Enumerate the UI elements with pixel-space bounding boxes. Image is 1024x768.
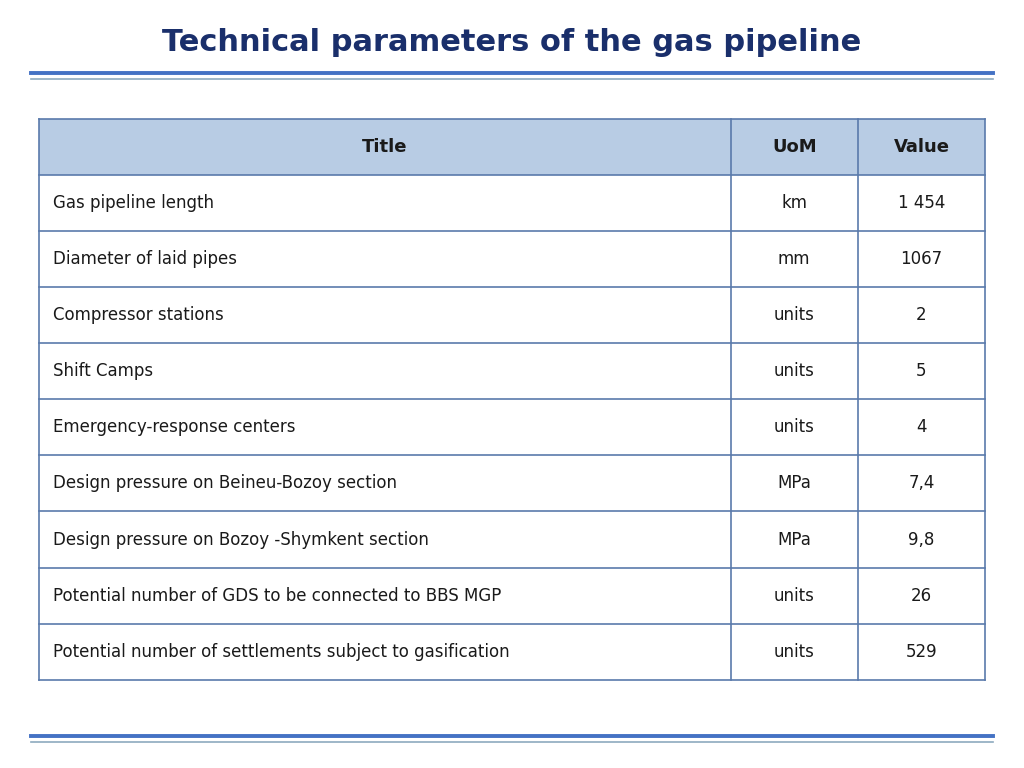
Bar bbox=[39, 455, 985, 511]
Bar bbox=[39, 119, 985, 175]
Text: UoM: UoM bbox=[772, 138, 816, 156]
Text: Gas pipeline length: Gas pipeline length bbox=[53, 194, 214, 212]
Text: units: units bbox=[774, 643, 815, 660]
Text: Technical parameters of the gas pipeline: Technical parameters of the gas pipeline bbox=[163, 28, 861, 57]
Text: Design pressure on Bozoy -Shymkent section: Design pressure on Bozoy -Shymkent secti… bbox=[53, 531, 429, 548]
Text: Emergency-response centers: Emergency-response centers bbox=[53, 419, 296, 436]
Text: Shift Camps: Shift Camps bbox=[53, 362, 154, 380]
Text: 9,8: 9,8 bbox=[908, 531, 935, 548]
Text: 5: 5 bbox=[916, 362, 927, 380]
Text: Potential number of settlements subject to gasification: Potential number of settlements subject … bbox=[53, 643, 510, 660]
Text: Title: Title bbox=[362, 138, 408, 156]
Text: units: units bbox=[774, 419, 815, 436]
Text: Potential number of GDS to be connected to BBS MGP: Potential number of GDS to be connected … bbox=[53, 587, 502, 604]
Bar bbox=[39, 231, 985, 287]
Text: MPa: MPa bbox=[777, 475, 811, 492]
Text: 7,4: 7,4 bbox=[908, 475, 935, 492]
Text: Design pressure on Beineu-Bozoy section: Design pressure on Beineu-Bozoy section bbox=[53, 475, 397, 492]
Bar bbox=[39, 175, 985, 231]
Text: mm: mm bbox=[778, 250, 810, 268]
Text: 4: 4 bbox=[916, 419, 927, 436]
Text: units: units bbox=[774, 362, 815, 380]
Text: Diameter of laid pipes: Diameter of laid pipes bbox=[53, 250, 238, 268]
Text: 1067: 1067 bbox=[900, 250, 942, 268]
Text: MPa: MPa bbox=[777, 531, 811, 548]
Bar bbox=[39, 399, 985, 455]
Text: units: units bbox=[774, 306, 815, 324]
Text: 2: 2 bbox=[916, 306, 927, 324]
Bar bbox=[39, 511, 985, 568]
Text: Compressor stations: Compressor stations bbox=[53, 306, 224, 324]
Text: 529: 529 bbox=[905, 643, 937, 660]
Text: km: km bbox=[781, 194, 807, 212]
Text: 26: 26 bbox=[911, 587, 932, 604]
Text: units: units bbox=[774, 587, 815, 604]
Bar bbox=[39, 287, 985, 343]
Bar bbox=[39, 343, 985, 399]
Text: 1 454: 1 454 bbox=[898, 194, 945, 212]
Text: Value: Value bbox=[894, 138, 949, 156]
Bar bbox=[39, 624, 985, 680]
Bar bbox=[39, 568, 985, 624]
